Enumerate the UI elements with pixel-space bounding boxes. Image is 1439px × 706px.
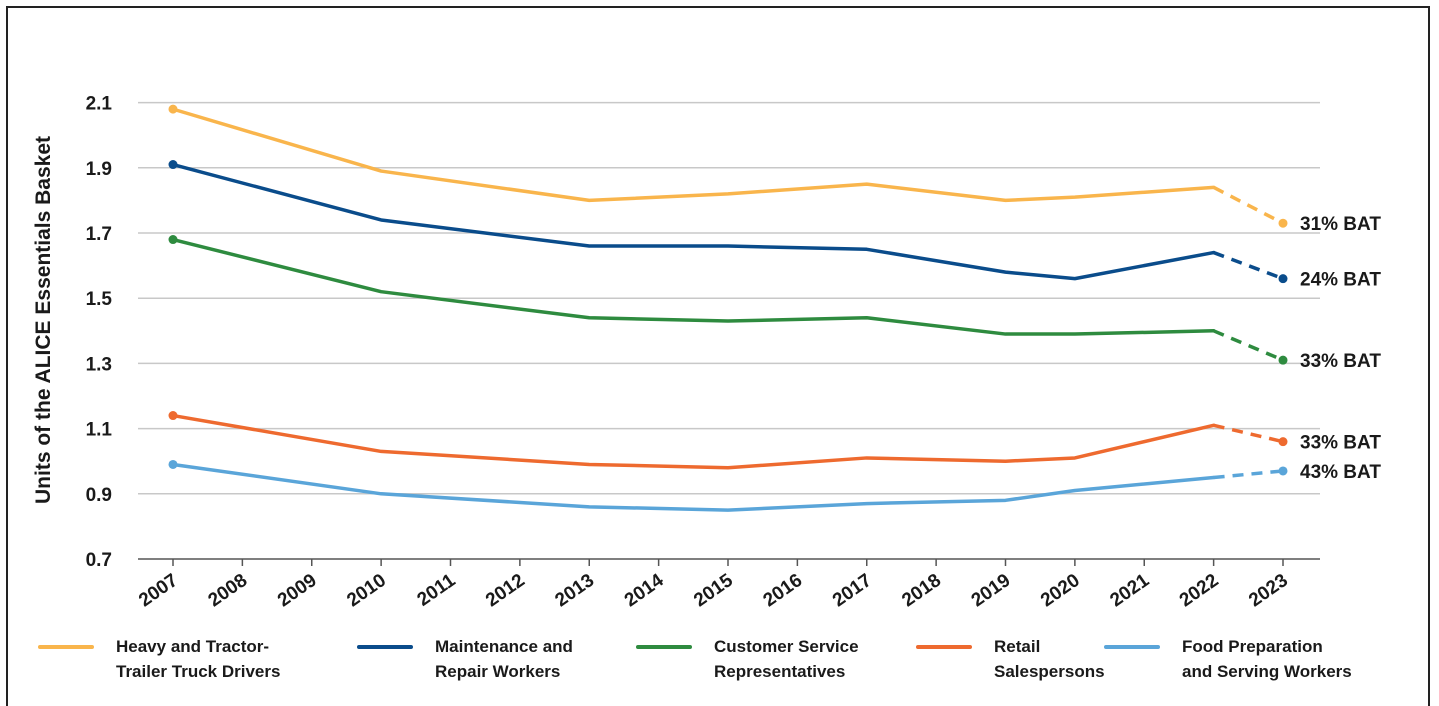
series-line [171, 413, 1216, 470]
legend-label: Heavy and Tractor- Trailer Truck Drivers [116, 637, 281, 681]
x-tick-label: 2023 [1245, 570, 1292, 611]
y-tick-label: 0.7 [86, 550, 112, 571]
gridlines [138, 101, 1320, 495]
series-2 [168, 160, 1288, 284]
series-end-point [1278, 274, 1288, 284]
series-start-point [168, 459, 178, 469]
series-projection-line [1212, 185, 1284, 225]
legend-label: Maintenance and Repair Workers [435, 637, 573, 681]
chart-frame [6, 6, 1430, 706]
x-tick-label: 2014 [621, 570, 668, 612]
x-tick-label: 2017 [829, 570, 876, 611]
end-labels: 31% BAT 24% BAT 33% BAT 33% BAT 43% BAT [1300, 214, 1381, 483]
series-4 [168, 411, 1288, 470]
y-tick-label: 1.1 [86, 420, 113, 441]
series-start-point [168, 411, 178, 421]
series-end-point [1278, 218, 1288, 228]
legend-swatch [916, 645, 972, 649]
series-projection-line [1213, 469, 1284, 480]
x-tick-label: 2016 [760, 570, 807, 611]
x-tick-label: 2019 [968, 570, 1015, 611]
series-line [171, 162, 1216, 281]
y-tick-label: 2.1 [86, 94, 113, 115]
series-line [171, 237, 1216, 336]
series-1 [168, 104, 1288, 228]
y-tick-label: 1.9 [86, 159, 112, 180]
series-line [171, 462, 1216, 512]
series-start-point [168, 235, 178, 245]
series-start-point [168, 104, 178, 114]
y-tick-label: 1.5 [86, 289, 113, 310]
x-tick-label: 2012 [482, 570, 529, 611]
series-end-label: 33% BAT [1300, 433, 1381, 454]
legend-swatch [357, 645, 413, 649]
series-projection-line [1213, 423, 1284, 444]
y-tick-label: 1.3 [86, 354, 112, 375]
series-line [171, 107, 1216, 203]
series-end-label: 33% BAT [1300, 351, 1381, 372]
x-tick-label: 2007 [135, 570, 182, 611]
series-projection-line [1213, 250, 1284, 281]
y-tick-label: 1.7 [86, 224, 112, 245]
series-end-point [1278, 355, 1288, 365]
y-axis-label: Units of the ALICE Essentials Basket [32, 136, 55, 504]
x-tick-label: 2011 [414, 570, 460, 611]
series-layer [168, 104, 1288, 512]
x-tick-label: 2021 [1106, 570, 1153, 612]
x-tick-label: 2022 [1176, 570, 1223, 611]
x-tick-label: 2008 [205, 570, 252, 611]
legend-label: Food Preparation and Serving Workers [1182, 637, 1352, 681]
series-end-point [1278, 437, 1288, 447]
x-tick-label: 2010 [343, 570, 390, 611]
legend-label: Retail Salespersons [994, 637, 1105, 681]
legend-swatch [38, 645, 94, 649]
series-end-point [1278, 466, 1288, 476]
legend-label: Customer Service Representatives [714, 637, 859, 681]
legend-swatch [636, 645, 692, 649]
x-tick-label: 2009 [274, 570, 321, 611]
x-tick-label: 2020 [1037, 570, 1084, 611]
series-3 [168, 235, 1288, 365]
series-end-label: 31% BAT [1300, 214, 1381, 235]
legend-swatch [1104, 645, 1160, 649]
series-start-point [168, 160, 178, 170]
series-end-label: 24% BAT [1300, 270, 1381, 291]
x-tick-label: 2013 [551, 570, 598, 611]
series-5 [168, 459, 1288, 512]
axes: 0.7 0.9 1.1 1.3 1.5 1.7 1.9 2.1 2007 2008 2009 2010… [86, 94, 1320, 612]
x-tick-label: 2018 [898, 570, 945, 611]
series-end-label: 43% BAT [1300, 462, 1381, 483]
x-tick-label: 2015 [690, 570, 737, 612]
y-tick-label: 0.9 [86, 485, 112, 506]
series-projection-line [1212, 329, 1284, 362]
